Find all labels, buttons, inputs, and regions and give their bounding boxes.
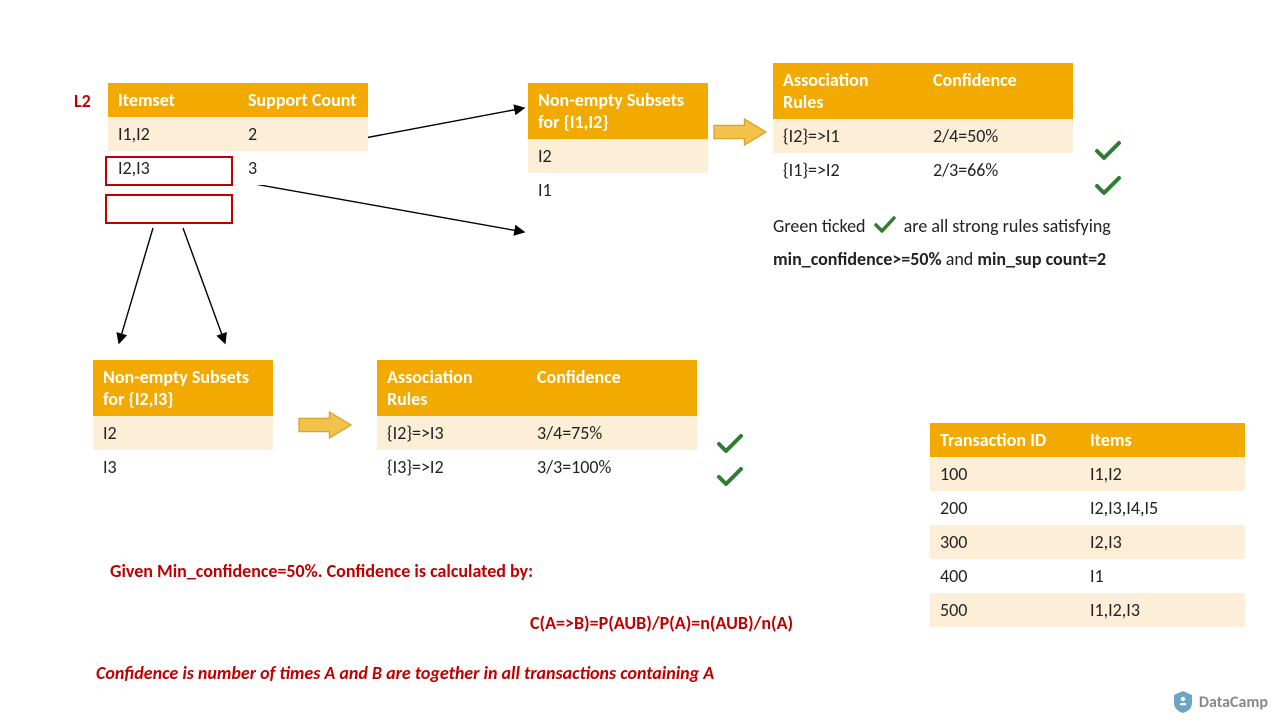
- check-icon: [874, 216, 896, 239]
- table-cell: 3: [238, 151, 368, 185]
- table-cell: 3/4=75%: [527, 416, 697, 450]
- check-icon: [716, 433, 744, 455]
- rules-i2i3-table: Association RulesConfidence{I2}=>I33/4=7…: [377, 360, 697, 484]
- table-cell: 3/3=100%: [527, 450, 697, 484]
- table-cell: {I3}=>I2: [377, 450, 527, 484]
- table-row: {I2}=>I12/4=50%: [773, 119, 1073, 153]
- table-row: 500I1,I2,I3: [930, 593, 1245, 627]
- confidence-definition: Confidence is number of times A and B ar…: [96, 662, 714, 684]
- table-cell: 2/3=66%: [923, 153, 1073, 187]
- subsets-i2i3-table: Non-empty Subsets for {I2,I3}I2I3: [93, 360, 273, 484]
- table-cell: I2,I3,I4,I5: [1080, 491, 1245, 525]
- table-cell: 100: [930, 457, 1080, 491]
- shield-icon: [1172, 690, 1194, 714]
- table-cell: I3: [93, 450, 273, 484]
- table-cell: I2: [93, 416, 273, 450]
- strong-rules-note-line2: min_confidence>=50% and min_sup count=2: [773, 248, 1106, 270]
- confidence-formula: C(A=>B)=P(AUB)/P(A)=n(AUB)/n(A): [530, 612, 793, 634]
- l2-label: L2: [74, 90, 91, 112]
- table-row: {I3}=>I23/3=100%: [377, 450, 697, 484]
- highlight-box: [105, 194, 233, 224]
- table-cell: 2/4=50%: [923, 119, 1073, 153]
- note-text: are all strong rules satisfying: [904, 215, 1111, 237]
- table-cell: 500: [930, 593, 1080, 627]
- note-text-bold: min_confidence>=50%: [773, 248, 942, 270]
- table-cell: 200: [930, 491, 1080, 525]
- table-row: I3: [93, 450, 273, 484]
- table-cell: 400: [930, 559, 1080, 593]
- logo-text: DataCamp: [1199, 693, 1268, 712]
- table-row: 400I1: [930, 559, 1245, 593]
- strong-rules-note-line1: Green ticked are all strong rules satisf…: [773, 215, 1111, 239]
- table-cell: I2: [528, 139, 708, 173]
- rules-i1i2-table: Association RulesConfidence{I2}=>I12/4=5…: [773, 63, 1073, 187]
- table-cell: I1: [1080, 559, 1245, 593]
- given-min-conf-text: Given Min_confidence=50%. Confidence is …: [110, 560, 533, 582]
- table-row: I2: [93, 416, 273, 450]
- table-row: 300I2,I3: [930, 525, 1245, 559]
- table-row: 200I2,I3,I4,I5: [930, 491, 1245, 525]
- table-row: 100I1,I2: [930, 457, 1245, 491]
- table-cell: 300: [930, 525, 1080, 559]
- check-icon: [716, 466, 744, 488]
- table-row: I1,I22: [108, 117, 368, 151]
- datacamp-logo: DataCamp: [1172, 690, 1268, 714]
- table-row: I1: [528, 173, 708, 207]
- highlight-box: [105, 156, 233, 186]
- check-icon: [1094, 175, 1122, 197]
- table-cell: {I1}=>I2: [773, 153, 923, 187]
- table-cell: I1,I2,I3: [1080, 593, 1245, 627]
- transaction-table: Transaction IDItems100I1,I2200I2,I3,I4,I…: [930, 423, 1245, 627]
- note-text: and: [942, 248, 978, 270]
- table-cell: I1: [528, 173, 708, 207]
- table-cell: {I2}=>I3: [377, 416, 527, 450]
- table-cell: I2,I3: [1080, 525, 1245, 559]
- note-text: Green ticked: [773, 215, 866, 237]
- table-cell: 2: [238, 117, 368, 151]
- table-cell: I1,I2: [1080, 457, 1245, 491]
- arrow-right-icon: [712, 117, 768, 147]
- table-row: {I2}=>I33/4=75%: [377, 416, 697, 450]
- subsets-i1i2-table: Non-empty Subsets for {I1,I2}I2I1: [528, 83, 708, 207]
- table-cell: I1,I2: [108, 117, 238, 151]
- table-row: I2: [528, 139, 708, 173]
- arrow-right-icon: [297, 410, 353, 440]
- table-cell: {I2}=>I1: [773, 119, 923, 153]
- check-icon: [1094, 140, 1122, 162]
- table-row: {I1}=>I22/3=66%: [773, 153, 1073, 187]
- note-text-bold: min_sup count=2: [977, 248, 1106, 270]
